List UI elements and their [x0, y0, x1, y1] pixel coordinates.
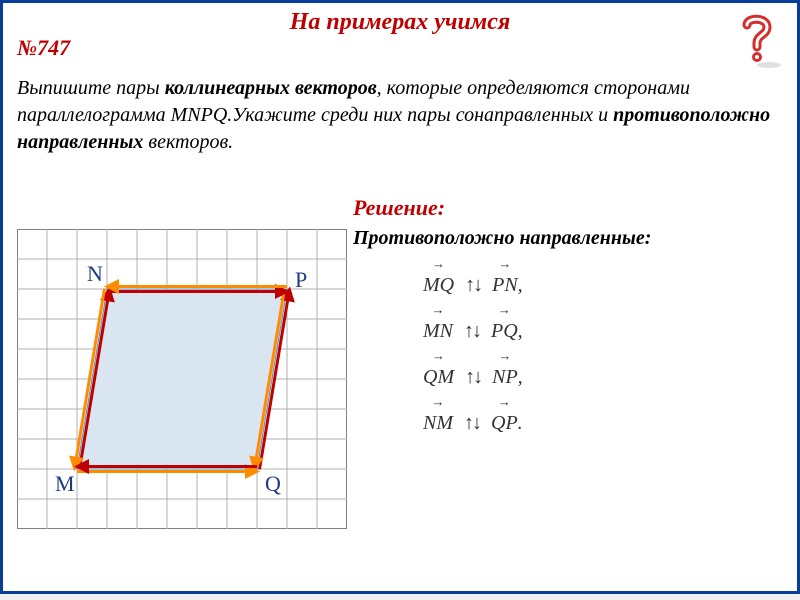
solution-label: Решение: [353, 195, 445, 221]
parallelogram-diagram: N P M Q [17, 229, 347, 529]
problem-number: №747 [17, 35, 70, 61]
problem-text-part: векторов. [143, 131, 233, 153]
antidirectional-icon: ↑↓ [465, 357, 481, 397]
punctuation: , [518, 320, 523, 342]
punctuation: , [518, 366, 523, 388]
equations-block: MQ ↑↓ PN, MN ↑↓ PQ, QM ↑↓ NP, NM ↑↓ QP. [423, 263, 523, 447]
vector-symbol: QP [491, 401, 518, 443]
punctuation: , [518, 274, 523, 296]
svg-text:Q: Q [265, 471, 281, 496]
punctuation: . [518, 412, 523, 434]
problem-text-bold: коллинеарных векторов [165, 77, 377, 99]
vector-symbol: NM [423, 401, 453, 443]
problem-text: Выпишите пары коллинеарных векторов, кот… [17, 75, 783, 156]
slide-frame: На примерах учимся №747 Выпишите пары ко… [0, 0, 800, 594]
opposite-directed-label: Противоположно направленные: [353, 227, 651, 250]
svg-text:P: P [295, 267, 307, 292]
problem-text-part: Выпишите пары [17, 77, 165, 99]
slide-title: На примерах учимся [3, 9, 797, 36]
svg-text:N: N [87, 261, 103, 286]
antidirectional-icon: ↑↓ [464, 311, 480, 351]
antidirectional-icon: ↑↓ [464, 403, 480, 443]
question-mark-icon [727, 9, 787, 69]
antidirectional-icon: ↑↓ [465, 265, 481, 305]
equation-row: NM ↑↓ QP. [423, 401, 523, 443]
svg-text:M: M [55, 471, 75, 496]
